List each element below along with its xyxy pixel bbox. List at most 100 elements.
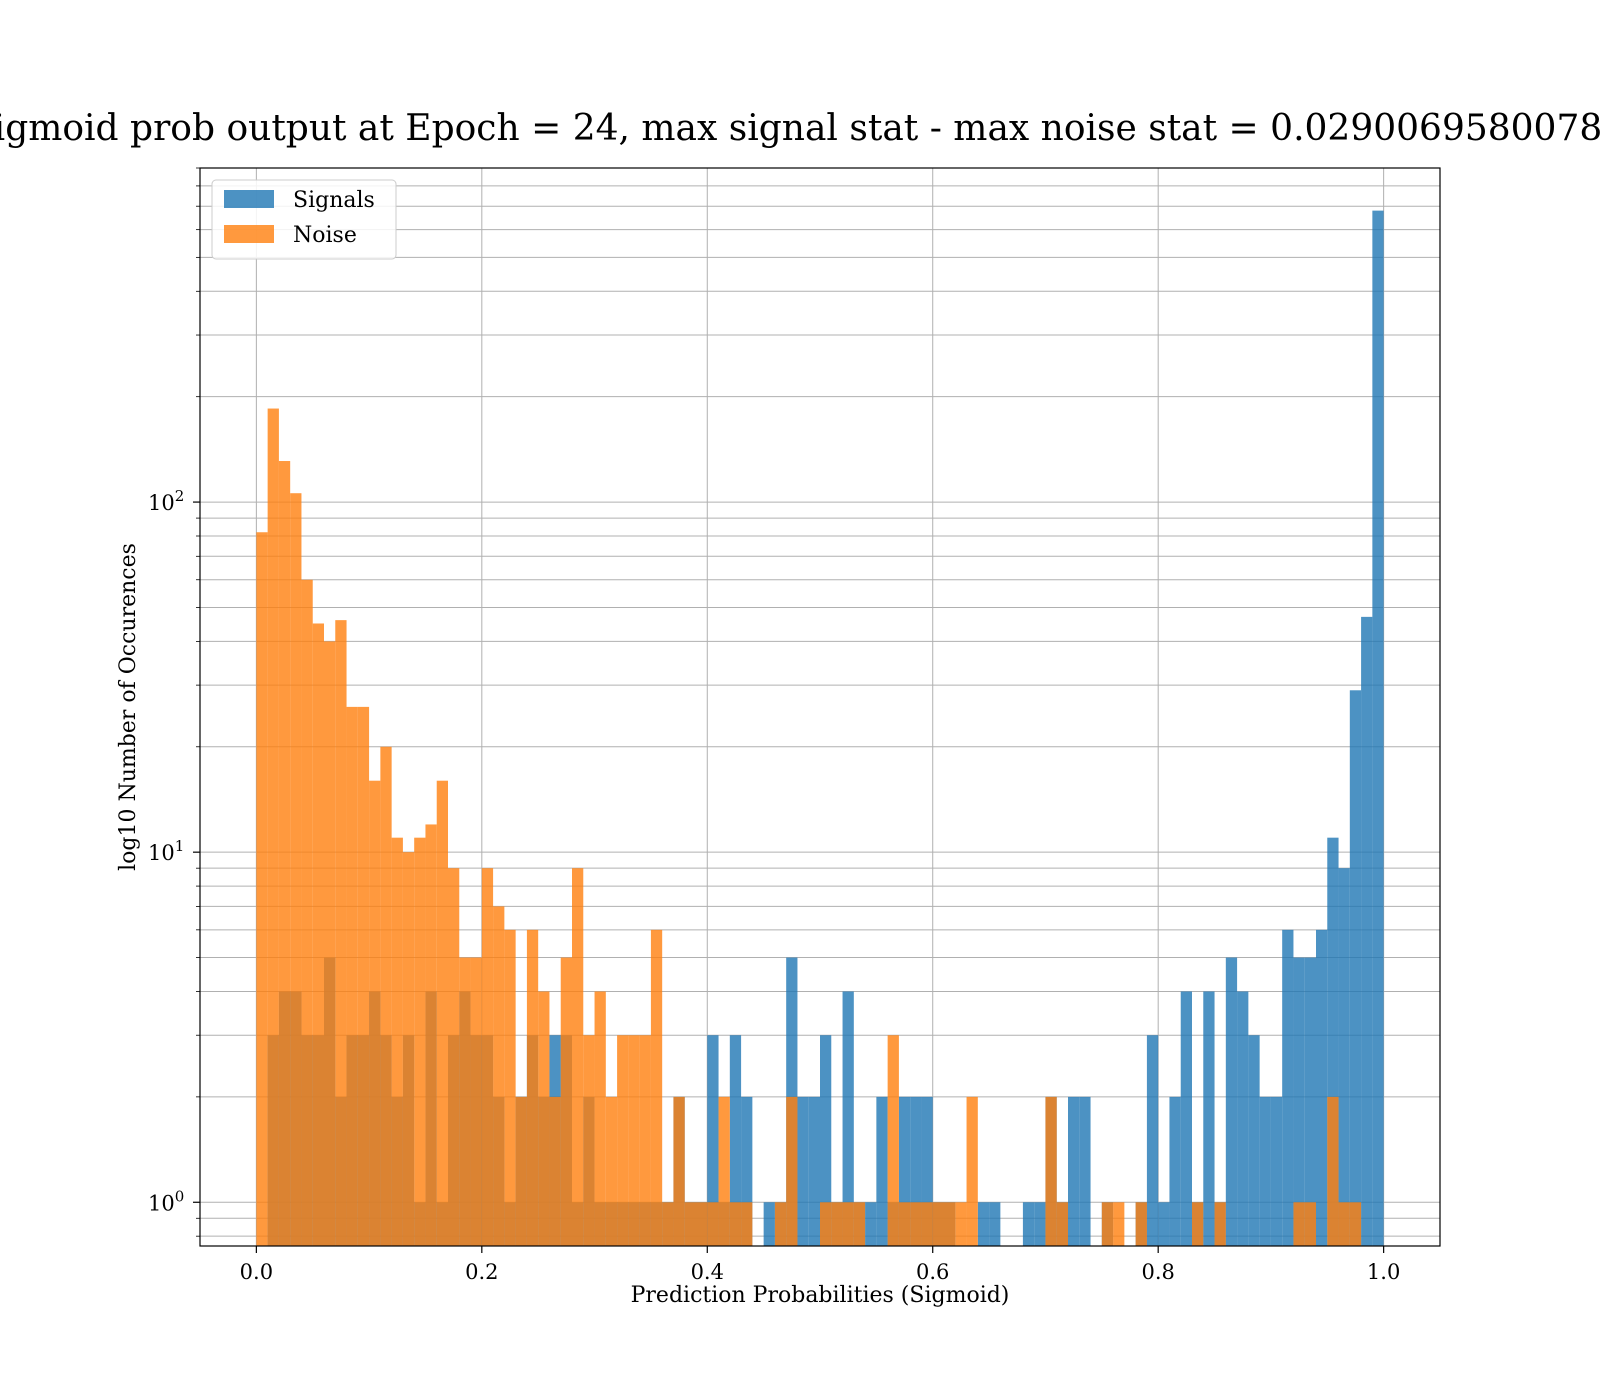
signals-bar	[741, 1096, 753, 1246]
noise-bar	[594, 991, 606, 1246]
noise-bar	[741, 1202, 753, 1246]
noise-bar	[605, 1096, 618, 1246]
noise-bar	[256, 532, 268, 1246]
signals-bar	[1022, 1202, 1035, 1246]
signals-bar	[1034, 1202, 1046, 1246]
signals-bar	[1169, 1096, 1181, 1246]
signals-bar	[1203, 991, 1215, 1246]
signals-bar	[989, 1202, 1001, 1246]
noise-bar	[583, 1035, 595, 1246]
x-tick-label: 1.0	[1367, 1260, 1400, 1284]
noise-bar	[1338, 1202, 1350, 1246]
noise-bar	[853, 1202, 866, 1246]
noise-bar	[572, 868, 584, 1246]
signals-bar	[1225, 957, 1238, 1246]
signals-bar	[842, 991, 854, 1246]
signals-bar	[1270, 1096, 1283, 1246]
signals-bar	[876, 1096, 888, 1246]
noise-bar	[786, 1096, 798, 1246]
noise-bar	[662, 1202, 674, 1246]
noise-bar	[402, 852, 415, 1246]
noise-bar	[481, 868, 494, 1246]
signals-bar	[1316, 929, 1328, 1246]
signals-legend-swatch	[224, 190, 274, 208]
noise-bar	[1293, 1202, 1305, 1246]
signals-bar	[1146, 1035, 1159, 1246]
signals-bar	[1259, 1096, 1271, 1246]
noise-bar	[526, 929, 539, 1246]
signals-bar	[1327, 837, 1339, 1246]
noise-bar	[774, 1202, 787, 1246]
signals-bar	[921, 1096, 933, 1246]
y-tick-label: 100	[148, 1187, 184, 1215]
noise-legend-label: Noise	[293, 223, 357, 248]
noise-legend-swatch	[224, 225, 274, 243]
noise-bar	[887, 1035, 899, 1246]
noise-bar	[944, 1202, 956, 1246]
noise-bar	[831, 1202, 843, 1246]
noise-bar	[493, 906, 505, 1246]
y-tick-label: 102	[148, 487, 184, 515]
signals-bar	[1079, 1096, 1091, 1246]
noise-bar	[425, 824, 437, 1246]
signals-legend-label: Signals	[293, 188, 375, 213]
signals-bar	[1068, 1096, 1080, 1246]
noise-bar	[910, 1202, 922, 1246]
x-tick-label: 0.8	[1141, 1260, 1174, 1284]
noise-bar	[898, 1202, 911, 1246]
noise-bar	[301, 579, 313, 1246]
noise-bar	[538, 991, 550, 1246]
signals-bar	[865, 1202, 877, 1246]
noise-bar	[560, 957, 572, 1246]
noise-bar	[639, 1035, 651, 1246]
noise-bar	[459, 957, 471, 1246]
noise-bar	[842, 1202, 854, 1246]
noise-bar	[549, 1096, 561, 1246]
signals-bar	[763, 1202, 775, 1246]
signals-bar	[808, 1096, 820, 1246]
noise-bar	[391, 837, 403, 1246]
noise-bar	[369, 780, 381, 1246]
signals-bar	[1338, 868, 1350, 1246]
noise-bar	[380, 746, 392, 1246]
signals-bar	[729, 1035, 742, 1246]
signals-bar	[797, 1096, 809, 1246]
noise-bar	[346, 706, 358, 1246]
noise-bar	[673, 1096, 685, 1246]
noise-bar	[470, 957, 482, 1246]
noise-bar	[718, 1096, 730, 1246]
noise-bar	[820, 1202, 832, 1246]
signals-bar	[1248, 1035, 1260, 1246]
noise-bar	[921, 1202, 933, 1246]
noise-bar	[504, 929, 516, 1246]
noise-bar	[1045, 1096, 1057, 1246]
legend: Signals Noise	[211, 179, 397, 260]
noise-bar	[696, 1202, 708, 1246]
noise-bar	[1101, 1202, 1114, 1246]
signals-bar	[1180, 991, 1192, 1246]
ticks-layer: 0.0 0.2 0.4 0.6 0.8 1.0 100 101 102	[148, 167, 1400, 1284]
noise-bar	[290, 493, 302, 1246]
noise-bar	[414, 837, 426, 1246]
noise-bar	[628, 1035, 640, 1246]
x-axis-label: Prediction Probabilities (Sigmoid)	[631, 1283, 1010, 1308]
bars-layer	[256, 210, 1384, 1246]
chart-title: Sigmoid prob output at Epoch = 24, max s…	[0, 108, 1600, 149]
noise-bar	[278, 461, 291, 1246]
signals-bar	[1158, 1202, 1170, 1246]
signals-bar	[1361, 616, 1373, 1246]
plot-frame	[199, 167, 1441, 1247]
noise-bar	[1056, 1202, 1068, 1246]
noise-bar	[448, 868, 460, 1246]
signals-bar	[1372, 210, 1384, 1246]
noise-bar	[1135, 1202, 1147, 1246]
noise-bar	[650, 929, 663, 1246]
signals-bar	[898, 1096, 911, 1246]
noise-bar	[729, 1202, 742, 1246]
noise-bar	[617, 1035, 629, 1246]
signals-bar	[977, 1202, 990, 1246]
x-tick-label: 0.4	[691, 1260, 724, 1284]
noise-bar	[1214, 1202, 1226, 1246]
noise-bar	[1349, 1202, 1362, 1246]
